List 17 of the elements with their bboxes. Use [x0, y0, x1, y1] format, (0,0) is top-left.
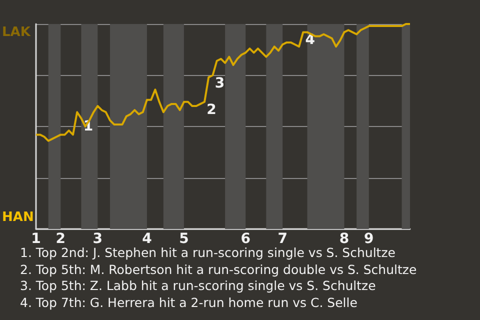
x-tick-label: 9: [364, 231, 374, 247]
x-tick-label: 2: [56, 231, 66, 247]
text: 2. Top 5th: M. Robertson hit a run-scoring double vs S. Schultze: [20, 262, 417, 278]
text: HAN: [2, 210, 34, 225]
x-tick-label: 5: [179, 231, 189, 247]
text: LAK: [2, 25, 32, 40]
x-tick-label: 1: [31, 231, 41, 247]
x-tick-label: 4: [142, 231, 152, 247]
annotation: 2: [206, 102, 216, 118]
x-tick-label: 3: [92, 231, 103, 247]
annotation: 3: [214, 75, 225, 92]
text: 3. Top 5th: Z. Labb hit a run-scoring single vs S. Schultze: [20, 278, 377, 294]
x-tick-label: 8: [339, 231, 350, 247]
x-tick-label: 6: [240, 231, 250, 247]
x-tick-label: 7: [278, 231, 288, 247]
text: 4. Top 7th: G. Herrera hit a 2-run home run vs C. Selle: [20, 294, 358, 311]
text: 1. Top 2nd: J. Stephen hit a run-scoring single vs S. Schultze: [20, 245, 396, 262]
